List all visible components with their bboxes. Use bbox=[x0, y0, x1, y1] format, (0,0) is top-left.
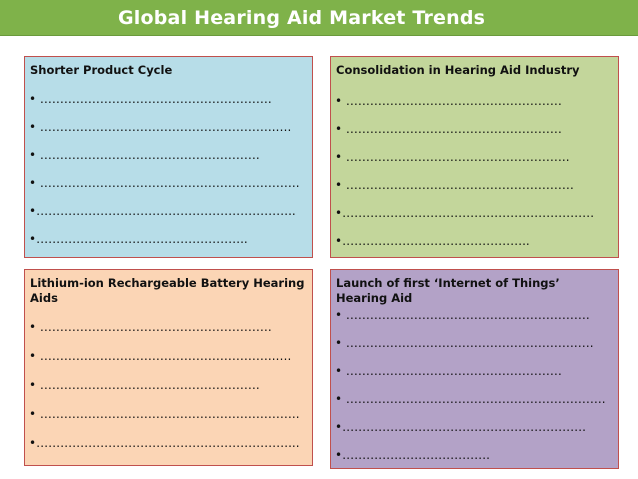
panel-title: Lithium-ion Rechargeable Battery Hearing… bbox=[30, 276, 305, 305]
bullet-list: • ……………………………………………… • ……………………………………………… bbox=[331, 94, 618, 248]
list-item: • ……………………………………………… bbox=[335, 122, 562, 136]
list-item: • …………………………………………………. bbox=[29, 320, 272, 334]
panel-shorter-product-cycle: Shorter Product Cycle • …………………………………………… bbox=[24, 56, 313, 258]
list-item: • ……………………………………………….. bbox=[335, 150, 570, 164]
list-item: •……………………………………………………….. bbox=[29, 204, 296, 218]
list-item: • ……………………………………………………. bbox=[335, 308, 590, 322]
bullet-list: • …………………………………………………. • ………………………………………… bbox=[25, 92, 312, 246]
list-item: •……………………………………………………. bbox=[335, 420, 586, 434]
list-item: • ………………………………………………. bbox=[29, 148, 260, 162]
panel-title: Shorter Product Cycle bbox=[30, 63, 173, 77]
list-item: • ……………………………………………… bbox=[335, 364, 562, 378]
list-item: • ………………………………………………… bbox=[335, 178, 574, 192]
list-item: •……………………………………….. bbox=[335, 234, 530, 248]
list-item: • ………………………………………………. bbox=[29, 378, 260, 392]
list-item: • ……………………………………………………….. bbox=[29, 407, 300, 421]
list-item: • ……………………………………………………….. bbox=[335, 392, 606, 406]
panel-lithium-ion: Lithium-ion Rechargeable Battery Hearing… bbox=[24, 269, 313, 466]
list-item: •………………………………. bbox=[335, 448, 490, 462]
list-item: • …………………………………………………..…. bbox=[29, 120, 292, 134]
list-item: • …………………………………………………. bbox=[29, 92, 272, 106]
bullet-list: • ……………………………………………………. • ……………………………………… bbox=[331, 308, 618, 462]
panel-title: Consolidation in Hearing Aid Industry bbox=[336, 63, 580, 77]
panel-title: Launch of first ‘Internet of Things’ Hea… bbox=[336, 276, 560, 305]
panel-internet-of-things: Launch of first ‘Internet of Things’ Hea… bbox=[330, 269, 619, 469]
list-item: •……………………………………………………… bbox=[335, 206, 595, 220]
list-item: • ……………………………………………………….. bbox=[29, 176, 300, 190]
list-item: •………………………………………………………... bbox=[29, 436, 300, 450]
list-item: • …………………………………………………..…. bbox=[29, 349, 292, 363]
list-item: • ……………………………………………… bbox=[335, 94, 562, 108]
panel-consolidation: Consolidation in Hearing Aid Industry • … bbox=[330, 56, 619, 258]
list-item: • ………………………………………………….…. bbox=[335, 336, 594, 350]
page-title: Global Hearing Aid Market Trends bbox=[0, 0, 638, 36]
list-item: •…………………………………………….. bbox=[29, 232, 248, 246]
bullet-list: • …………………………………………………. • ………………………………………… bbox=[25, 320, 312, 450]
